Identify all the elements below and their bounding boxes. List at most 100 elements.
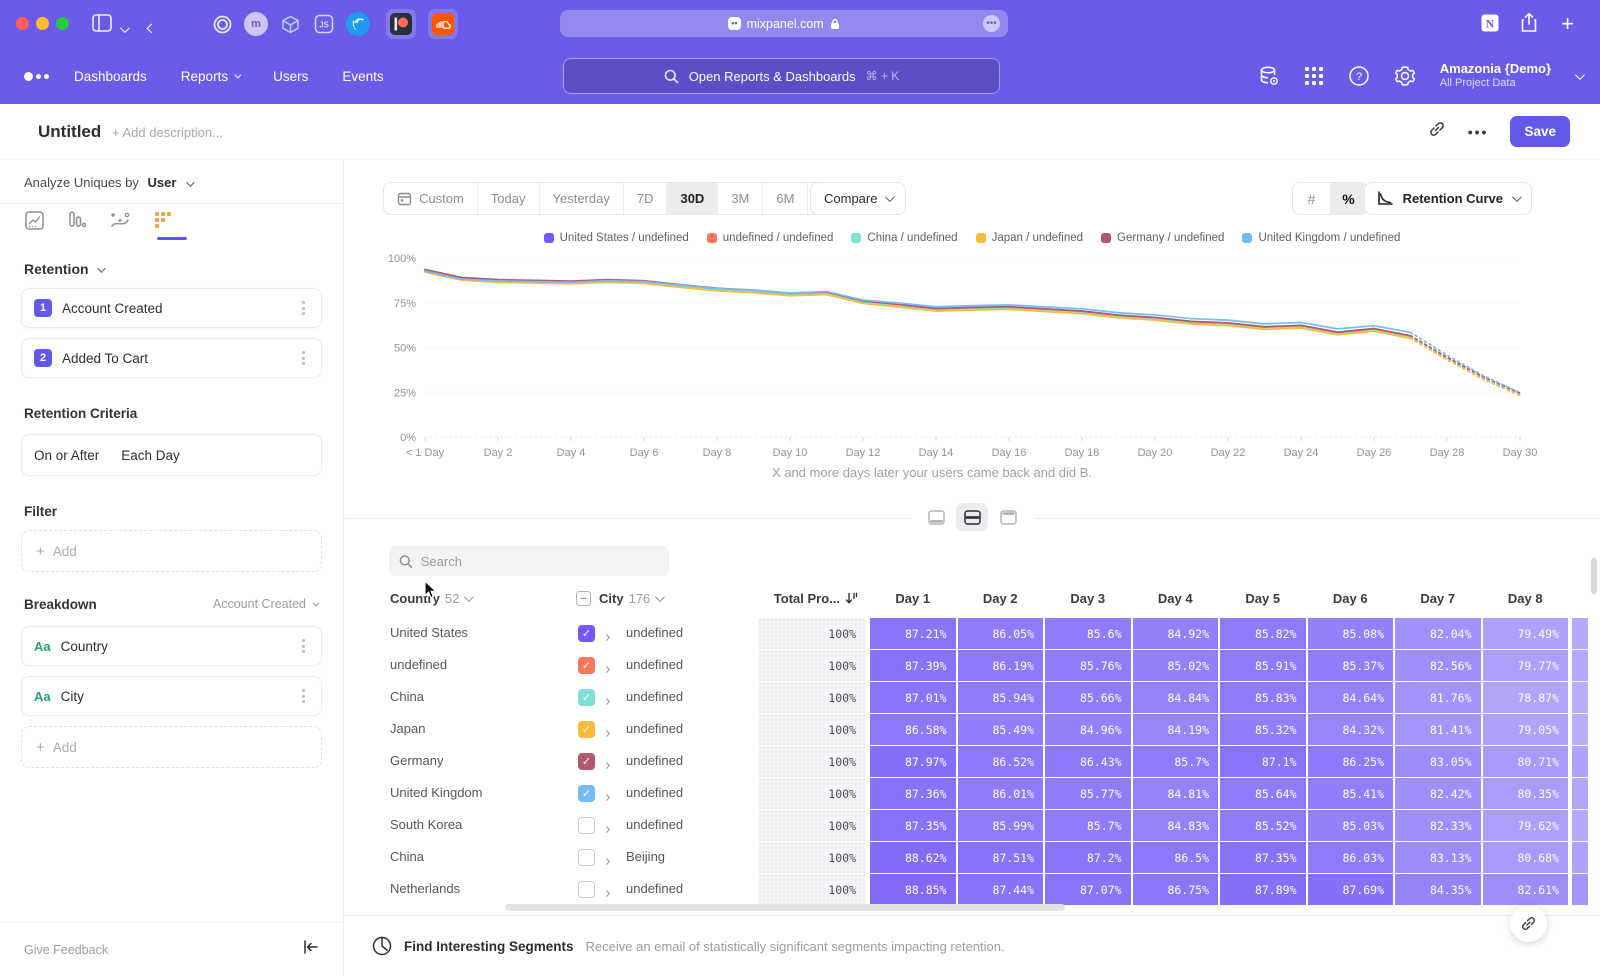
collapse-sidebar-icon[interactable] (303, 940, 319, 959)
total-column-header[interactable]: Total Pro... (758, 591, 858, 606)
step-options-icon[interactable] (298, 347, 309, 369)
table-search-input[interactable] (421, 554, 659, 569)
close-window-button[interactable] (16, 17, 29, 30)
row-checkbox[interactable] (578, 849, 595, 866)
range-today[interactable]: Today (478, 183, 540, 214)
horizontal-scrollbar[interactable] (505, 904, 1065, 911)
tab-funnels[interactable] (67, 210, 87, 230)
day-column-header[interactable]: Day 2 (958, 591, 1044, 606)
patreon-favicon-icon[interactable] (386, 9, 416, 39)
row-checkbox[interactable]: ✓ (578, 657, 595, 674)
breakdown-options-icon[interactable] (298, 635, 309, 657)
row-checkbox[interactable]: ✓ (578, 625, 595, 642)
range-custom[interactable]: Custom (384, 183, 478, 214)
save-button[interactable]: Save (1510, 116, 1570, 147)
day-column-header[interactable]: Day 1 (870, 591, 956, 606)
day-column-header[interactable]: Day 5 (1220, 591, 1306, 606)
back-icon[interactable] (148, 19, 155, 37)
address-bar[interactable]: •• mixpanel.com ••• (560, 10, 1008, 37)
js-favicon-icon[interactable]: JS (312, 12, 336, 36)
gear-icon[interactable] (1394, 65, 1416, 87)
nav-item-events[interactable]: Events (342, 69, 383, 84)
page-settings-icon[interactable]: ••• (983, 15, 1000, 32)
view-split-button[interactable] (956, 503, 988, 531)
step-card-added-to-cart[interactable]: 2 Added To Cart (21, 338, 322, 378)
compare-button[interactable]: Compare (810, 182, 906, 215)
notion-icon[interactable]: N (1480, 13, 1500, 38)
tab-retention[interactable] (153, 210, 173, 230)
day-column-header[interactable]: Day 4 (1133, 591, 1219, 606)
copy-link-icon[interactable] (1428, 120, 1446, 143)
add-filter-button[interactable]: + Add (21, 530, 322, 572)
step-card-account-created[interactable]: 1 Account Created (21, 288, 322, 328)
nav-item-reports[interactable]: Reports (181, 69, 239, 84)
share-icon[interactable] (1520, 12, 1538, 38)
expand-row-icon[interactable] (604, 755, 609, 773)
breakdown-event-select[interactable]: Account Created (213, 597, 317, 611)
add-description-button[interactable]: + Add description... (112, 125, 223, 140)
day-column-header[interactable]: Day 6 (1308, 591, 1394, 606)
table-search[interactable] (389, 546, 669, 576)
breakdown-card-country[interactable]: Aa Country (21, 626, 322, 666)
give-feedback-link[interactable]: Give Feedback (24, 943, 108, 957)
project-chevron-icon[interactable] (1575, 67, 1582, 85)
minimize-window-button[interactable] (36, 17, 49, 30)
legend-item[interactable]: United Kingdom / undefined (1242, 232, 1400, 244)
analyze-uniques-value[interactable]: User (148, 175, 177, 190)
row-checkbox[interactable] (578, 817, 595, 834)
breakdown-card-city[interactable]: Aa City (21, 676, 322, 716)
day-column-header[interactable]: Day 3 (1045, 591, 1131, 606)
report-title[interactable]: Untitled (38, 122, 101, 142)
nav-item-dashboards[interactable]: Dashboards (74, 69, 147, 84)
criteria-value-select[interactable]: Each Day (121, 448, 180, 463)
avatar-m-favicon-icon[interactable]: m (244, 12, 268, 36)
legend-item[interactable]: Japan / undefined (976, 232, 1083, 244)
expand-row-icon[interactable] (604, 691, 609, 709)
row-checkbox[interactable] (578, 881, 595, 898)
vertical-scrollbar[interactable] (1591, 558, 1597, 594)
apps-grid-icon[interactable] (1304, 66, 1324, 86)
expand-row-icon[interactable] (604, 723, 609, 741)
more-options-icon[interactable]: ••• (1468, 124, 1489, 140)
new-tab-icon[interactable]: + (1561, 11, 1574, 37)
soundcloud-favicon-icon[interactable] (428, 9, 458, 39)
retention-section-chevron-icon[interactable] (97, 260, 103, 278)
data-management-icon[interactable] (1258, 65, 1280, 87)
row-checkbox[interactable]: ✓ (578, 785, 595, 802)
tab-flows[interactable] (110, 210, 130, 230)
city-column-header[interactable]: – City 176 (576, 591, 662, 606)
expand-row-icon[interactable] (604, 627, 609, 645)
browser-sidebar-icon[interactable] (92, 14, 112, 37)
range-30d[interactable]: 30D (667, 183, 718, 214)
expand-row-icon[interactable] (604, 659, 609, 677)
range-3m[interactable]: 3M (718, 183, 763, 214)
breakdown-options-icon[interactable] (298, 685, 309, 707)
legend-item[interactable]: United States / undefined (544, 232, 689, 244)
legend-item[interactable]: Germany / undefined (1101, 232, 1224, 244)
expand-row-icon[interactable] (604, 851, 609, 869)
range-7d[interactable]: 7D (624, 183, 668, 214)
range-yesterday[interactable]: Yesterday (540, 183, 624, 214)
ring-favicon-icon[interactable] (210, 12, 234, 36)
expand-row-icon[interactable] (604, 819, 609, 837)
view-chart-only-button[interactable] (920, 503, 952, 531)
share-link-floating-button[interactable] (1510, 905, 1547, 942)
chevron-down-icon[interactable] (120, 20, 127, 38)
day-column-header[interactable]: Day 8 (1483, 591, 1569, 606)
zoom-window-button[interactable] (56, 17, 69, 30)
mixpanel-logo-icon[interactable] (24, 72, 49, 81)
step-options-icon[interactable] (298, 297, 309, 319)
segments-title[interactable]: Find Interesting Segments (404, 939, 574, 954)
legend-item[interactable]: undefined / undefined (707, 232, 834, 244)
bird-favicon-icon[interactable] (346, 12, 370, 36)
range-6m[interactable]: 6M (763, 183, 808, 214)
analyze-chevron-icon[interactable] (186, 175, 192, 190)
cube-favicon-icon[interactable] (278, 12, 302, 36)
day-column-header[interactable]: Day 7 (1395, 591, 1481, 606)
project-switcher[interactable]: Amazonia {Demo} All Project Data (1440, 61, 1551, 91)
nav-item-users[interactable]: Users (273, 69, 308, 84)
row-checkbox[interactable]: ✓ (578, 721, 595, 738)
row-checkbox[interactable]: ✓ (578, 689, 595, 706)
sort-icon[interactable] (845, 592, 858, 605)
tab-insights[interactable] (24, 210, 44, 230)
